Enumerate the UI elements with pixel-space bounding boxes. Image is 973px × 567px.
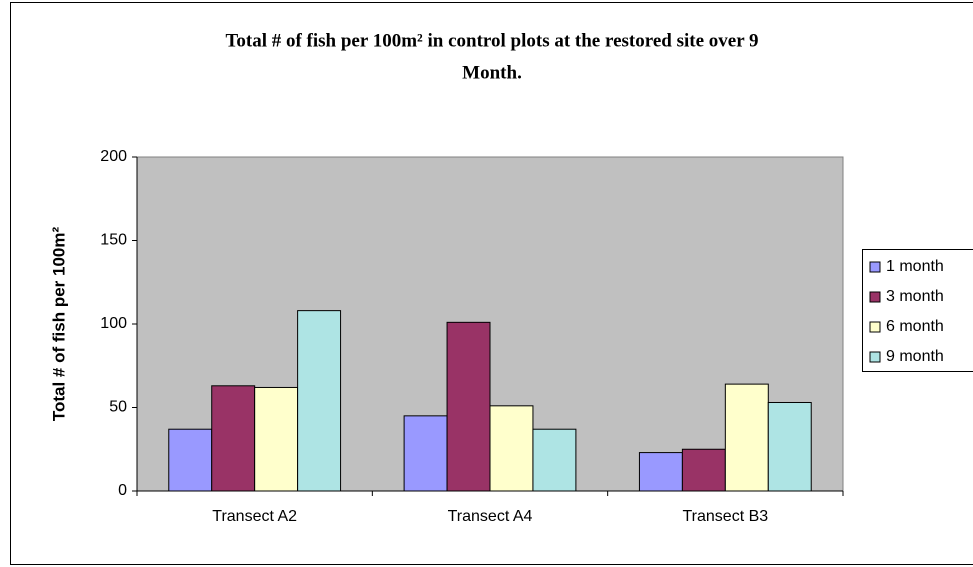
legend-label: 1 month [886,258,944,275]
x-tick-label: Transect B3 [682,508,768,525]
chart-title: Month. [462,62,522,83]
bar [254,386,299,492]
legend-swatch [869,321,881,333]
y-tick-label: 200 [100,148,127,165]
y-tick-label: 50 [109,399,127,416]
bar [532,428,577,492]
y-tick-label: 100 [100,315,127,332]
bar [681,448,726,492]
legend-label: 9 month [886,348,944,365]
y-tick-label: 0 [118,482,127,499]
legend-box [862,249,973,372]
x-tick-label: Transect A2 [212,508,297,525]
bar [211,385,256,492]
legend-label: 3 month [886,288,944,305]
y-tick-label: 150 [100,232,127,249]
bar [446,321,491,492]
bar [638,452,683,492]
legend-swatch [869,261,881,273]
bar [168,428,213,492]
bar [724,383,769,492]
bar [489,405,534,492]
x-tick-label: Transect A4 [448,508,533,525]
legend-swatch [869,351,881,363]
chart-title: Total # of fish per 100m² in control plo… [225,30,758,51]
bar [297,310,342,492]
bar [403,415,448,492]
legend-swatch [869,291,881,303]
bar [767,401,812,492]
legend-label: 6 month [886,318,944,335]
y-axis-label: Total # of fish per 100m² [49,227,68,422]
